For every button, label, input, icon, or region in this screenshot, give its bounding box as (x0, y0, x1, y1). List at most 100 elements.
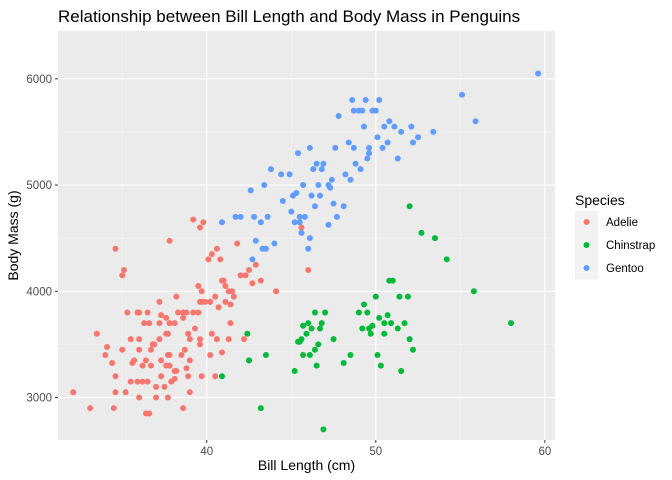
point-chinstrap (396, 293, 403, 300)
x-tick-label: 50 (369, 446, 382, 458)
point-gentoo (459, 91, 466, 98)
point-adelie (70, 389, 77, 396)
point-chinstrap (394, 325, 401, 332)
point-chinstrap (298, 336, 305, 343)
point-gentoo (264, 213, 271, 220)
point-adelie (136, 394, 143, 401)
point-adelie (234, 240, 241, 247)
point-adelie (127, 336, 134, 343)
point-gentoo (394, 155, 401, 162)
point-gentoo (268, 166, 274, 173)
point-gentoo (325, 221, 332, 228)
point-chinstrap (369, 322, 376, 329)
point-adelie (183, 365, 190, 372)
point-gentoo (374, 134, 381, 141)
point-gentoo (296, 213, 303, 220)
point-adelie (134, 378, 141, 385)
point-adelie (208, 330, 215, 337)
point-gentoo (376, 97, 383, 104)
point-adelie (207, 298, 214, 305)
point-adelie (220, 277, 227, 284)
point-adelie (181, 346, 188, 353)
point-adelie (217, 256, 224, 263)
point-adelie (197, 224, 203, 231)
point-adelie (120, 267, 127, 274)
point-gentoo (311, 203, 318, 210)
point-adelie (178, 352, 185, 359)
point-adelie (112, 389, 119, 396)
point-chinstrap (377, 362, 384, 369)
point-adelie (93, 330, 100, 337)
legend-dot-gentoo (583, 265, 590, 271)
point-chinstrap (398, 367, 405, 374)
point-adelie (171, 320, 178, 327)
point-adelie (227, 320, 234, 327)
point-adelie (156, 320, 163, 327)
point-adelie (180, 405, 187, 412)
plot-panel (58, 31, 555, 440)
point-chinstrap (406, 336, 413, 343)
point-gentoo (296, 219, 303, 226)
point-adelie (246, 267, 253, 274)
point-gentoo (295, 150, 302, 157)
point-adelie (166, 362, 173, 369)
point-gentoo (313, 160, 320, 167)
point-gentoo (335, 112, 342, 119)
point-adelie (191, 325, 198, 332)
point-adelie (131, 357, 138, 364)
point-gentoo (288, 208, 295, 215)
point-chinstrap (364, 309, 371, 316)
point-adelie (104, 344, 111, 351)
legend-title: Species (575, 192, 625, 208)
point-chinstrap (367, 330, 374, 337)
point-adelie (190, 216, 197, 223)
point-adelie (87, 405, 94, 412)
point-gentoo (300, 182, 307, 189)
point-adelie (249, 280, 256, 287)
point-gentoo (386, 118, 393, 125)
point-chinstrap (246, 357, 253, 364)
x-axis-title: Bill Length (cm) (258, 457, 355, 473)
point-adelie (212, 293, 219, 300)
point-adelie (136, 309, 143, 316)
point-adelie (190, 309, 197, 316)
point-adelie (213, 336, 220, 343)
point-gentoo (232, 213, 239, 220)
point-adelie (225, 336, 232, 343)
point-gentoo (362, 97, 369, 104)
point-adelie (229, 288, 236, 295)
point-gentoo (408, 123, 415, 130)
point-gentoo (306, 144, 313, 151)
point-gentoo (308, 192, 315, 199)
point-adelie (185, 373, 192, 380)
point-adelie (186, 389, 193, 396)
point-gentoo (278, 171, 285, 178)
point-adelie (202, 298, 209, 305)
point-chinstrap (389, 277, 396, 284)
point-chinstrap (320, 426, 327, 433)
point-adelie (166, 237, 173, 244)
point-chinstrap (431, 235, 438, 242)
chart-title: Relationship between Bill Length and Bod… (58, 7, 520, 26)
point-adelie (205, 256, 212, 263)
point-adelie (242, 272, 249, 279)
point-chinstrap (291, 367, 298, 374)
point-chinstrap (305, 320, 312, 327)
point-chinstrap (262, 352, 269, 359)
point-adelie (222, 298, 229, 305)
point-adelie (158, 373, 165, 380)
point-chinstrap (470, 288, 477, 295)
point-adelie (213, 245, 220, 252)
point-adelie (142, 357, 149, 364)
point-adelie (198, 373, 205, 380)
point-adelie (273, 288, 280, 295)
point-adelie (112, 373, 119, 380)
point-gentoo (350, 107, 357, 114)
point-gentoo (261, 182, 268, 189)
point-chinstrap (322, 309, 329, 316)
point-adelie (227, 301, 234, 308)
point-chinstrap (303, 330, 310, 337)
point-adelie (153, 394, 160, 401)
y-tick-label: 5000 (26, 180, 52, 192)
point-chinstrap (404, 293, 411, 300)
